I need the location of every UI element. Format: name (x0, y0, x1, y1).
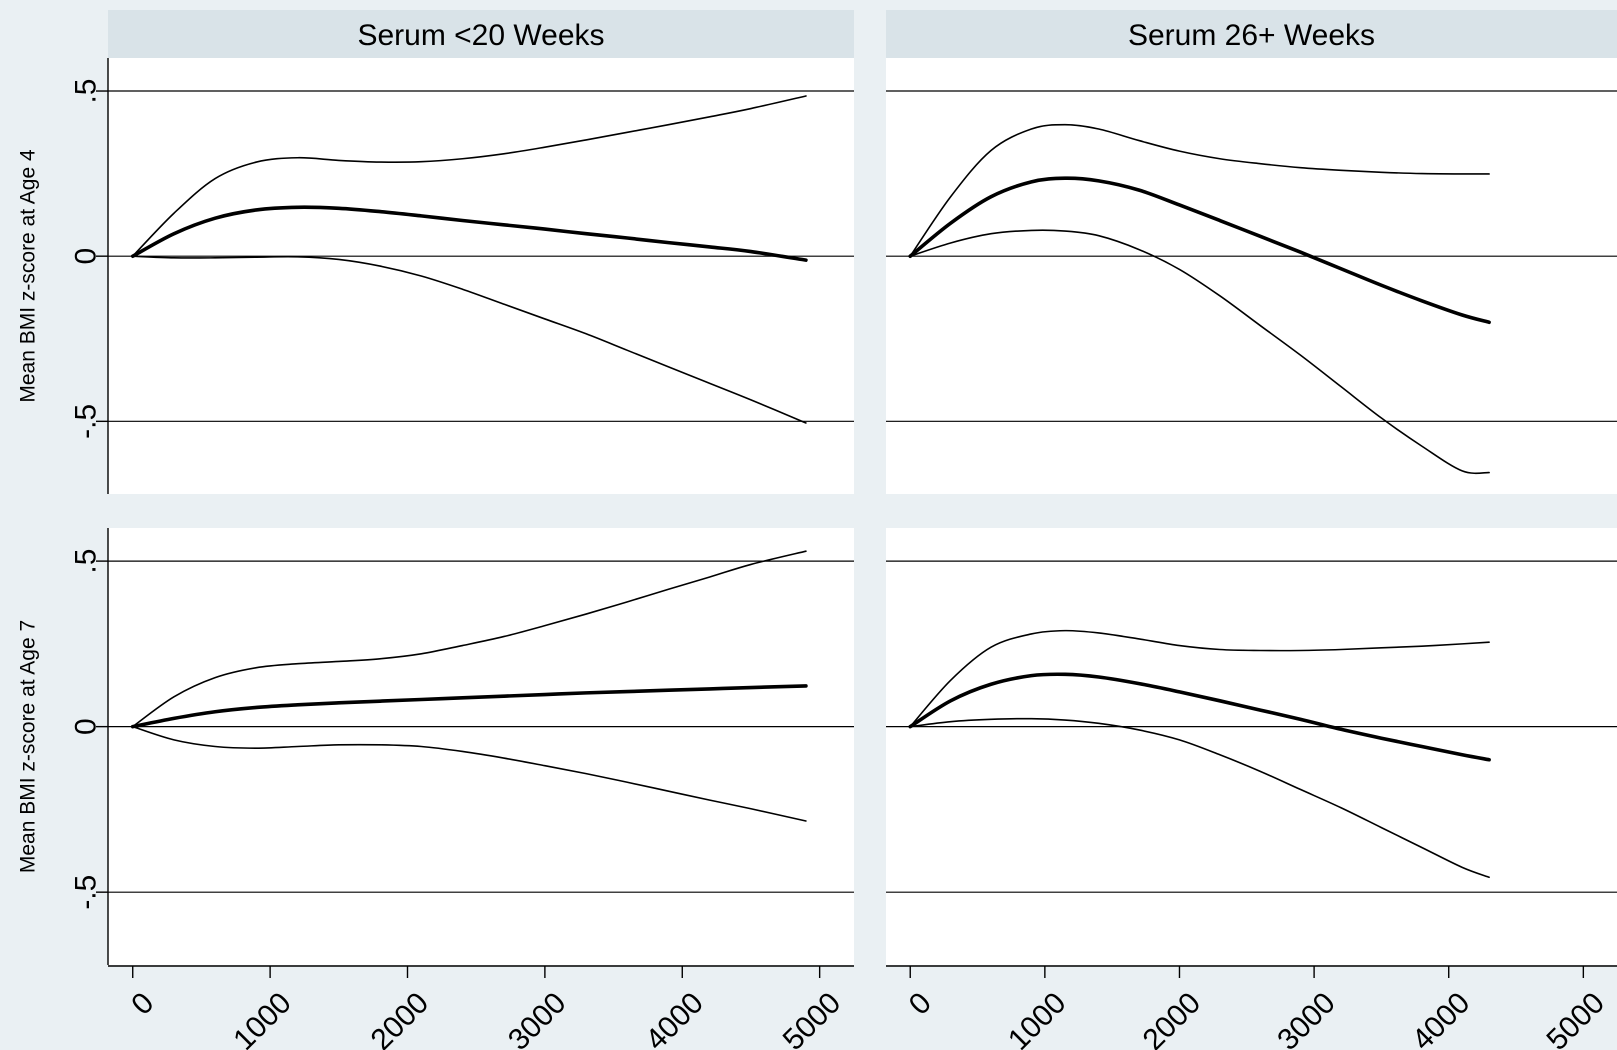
panel-1: Serum <20 Weeks .5 0 -.5 Mean BMI z-score at… (17, 10, 854, 494)
panel-3: .5 0 -.5 Mean BMI z-score at Age 7 0 1000 2000… (17, 528, 854, 1050)
series-line-3 (909, 229, 1490, 475)
x-tick-label: 0 (125, 986, 160, 1021)
x-tick-label: 4000 (639, 986, 710, 1050)
plot-area (886, 58, 1617, 494)
x-tick-label: 5000 (777, 986, 848, 1050)
panel-strip (108, 10, 854, 58)
y-tick-label: -.5 (70, 404, 103, 439)
y-tick-label: .5 (70, 79, 103, 104)
panel-2: Serum 26+ Weeks (886, 10, 1617, 494)
x-tick-label: 1000 (1002, 986, 1073, 1050)
panel-title: Serum 26+ Weeks (1128, 19, 1375, 52)
series-line-3 (131, 255, 807, 424)
series-line-1 (131, 550, 807, 728)
panel-title: Serum <20 Weeks (357, 19, 604, 52)
series-line-1 (909, 123, 1490, 257)
x-tick-label: 3000 (1271, 986, 1342, 1050)
x-tick-label: 2000 (1137, 986, 1208, 1050)
panel-strip (886, 10, 1617, 58)
series-line-2 (908, 176, 1491, 325)
panel-4: 0 1000 2000 3000 4000 5000 (886, 528, 1617, 1050)
series-line-2 (908, 672, 1491, 762)
series-line-3 (131, 725, 807, 822)
x-tick-label: 3000 (502, 986, 573, 1050)
series-line-1 (131, 95, 807, 257)
y-tick-label: 0 (70, 248, 103, 265)
x-tick-label: 4000 (1406, 986, 1477, 1050)
series-line-2 (130, 684, 808, 729)
x-tick-label: 1000 (227, 986, 298, 1050)
series-line-3 (909, 717, 1490, 879)
x-tick-label: 0 (903, 986, 938, 1021)
y-axis-label: Mean BMI z-score at Age 7 (17, 620, 40, 873)
plot-area (108, 58, 854, 494)
series-line-2 (130, 205, 808, 262)
x-tick-label: 2000 (365, 986, 436, 1050)
series-line-1 (909, 629, 1490, 728)
y-tick-label: -.5 (70, 875, 103, 910)
plot-area (886, 528, 1617, 965)
x-tick-label: 5000 (1540, 986, 1611, 1050)
y-axis-label: Mean BMI z-score at Age 4 (17, 149, 40, 403)
y-tick-label: 0 (70, 718, 103, 735)
y-tick-label: .5 (70, 549, 103, 574)
